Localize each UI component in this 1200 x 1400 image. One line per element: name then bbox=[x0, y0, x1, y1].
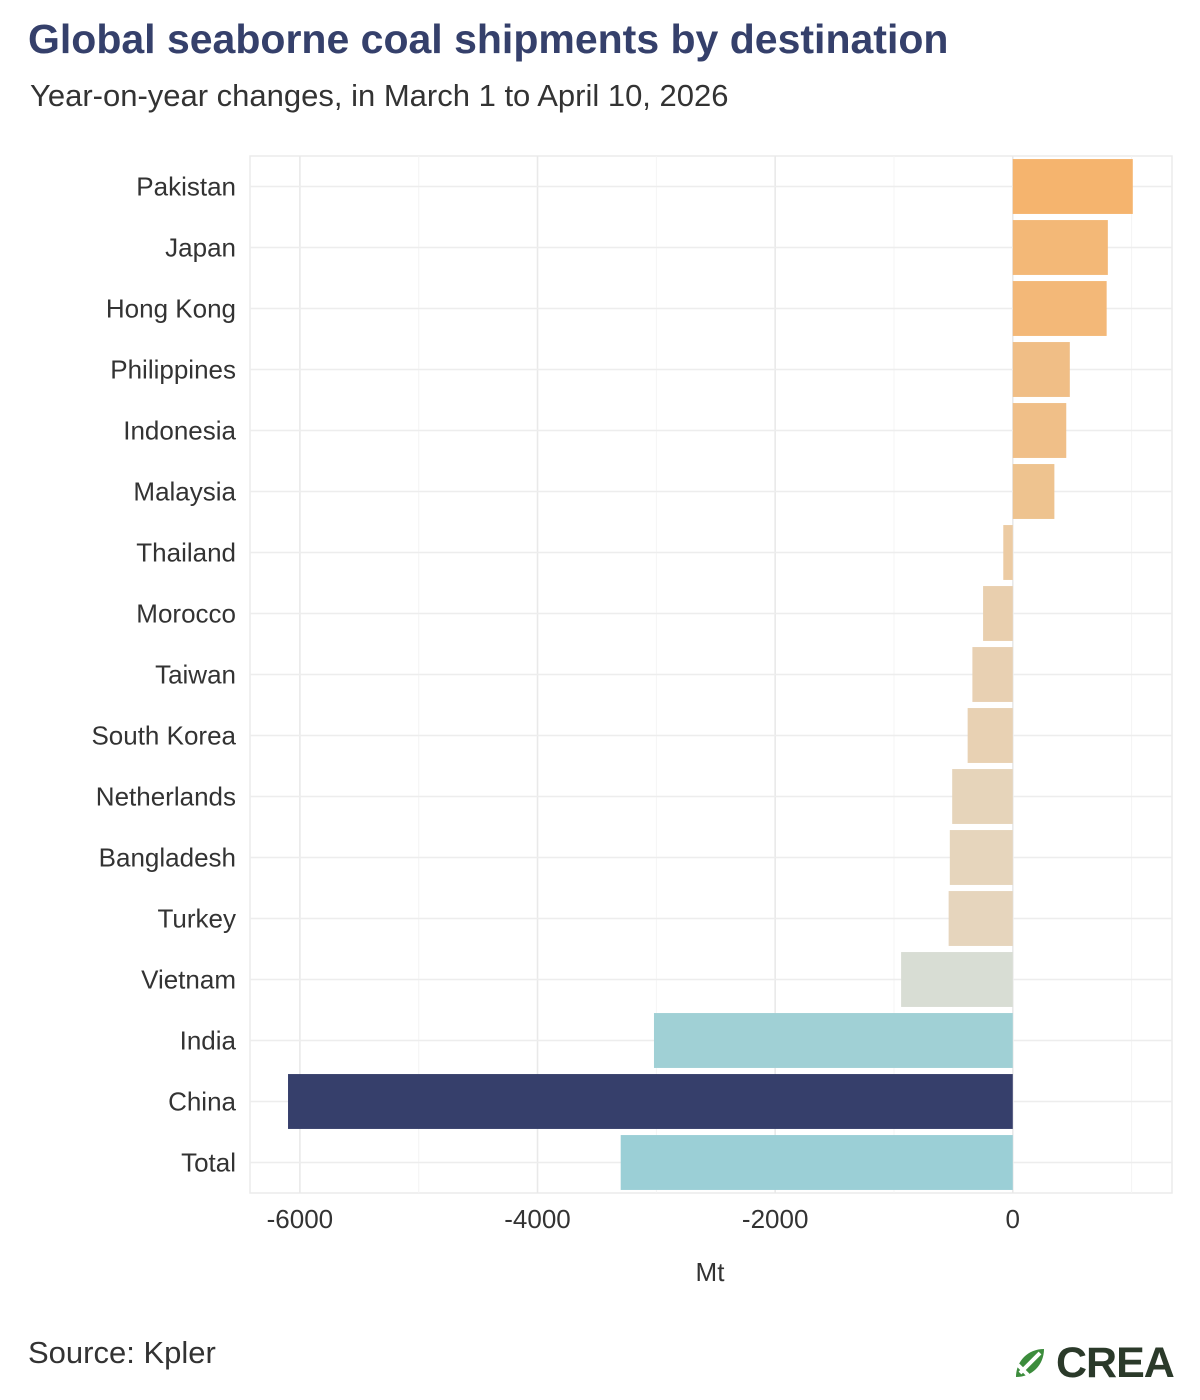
category-label: Bangladesh bbox=[99, 843, 236, 873]
category-labels: Pakistan Japan Hong Kong Philippines Indones… bbox=[91, 172, 236, 1178]
chart-subtitle: Year-on-year changes, in March 1 to Apri… bbox=[30, 78, 729, 113]
category-label: India bbox=[180, 1026, 237, 1056]
bar-taiwan bbox=[972, 647, 1013, 702]
bar-chart: Pakistan Japan Hong Kong Philippines Indones… bbox=[91, 155, 1173, 1287]
x-tick-label: -2000 bbox=[742, 1204, 809, 1234]
category-label: Thailand bbox=[136, 538, 236, 568]
category-label: Philippines bbox=[110, 355, 236, 385]
category-label: Japan bbox=[165, 233, 236, 263]
crea-logo: CREA bbox=[1010, 1337, 1175, 1389]
x-tick-label: -6000 bbox=[267, 1204, 334, 1234]
bar-morocco bbox=[983, 586, 1013, 641]
chart-title: Global seaborne coal shipments by destin… bbox=[28, 16, 949, 62]
bar-netherlands bbox=[952, 769, 1013, 824]
bar-south-korea bbox=[967, 708, 1013, 763]
source-note: Source: Kpler bbox=[28, 1335, 216, 1370]
x-axis-title: Mt bbox=[696, 1257, 726, 1287]
x-axis-ticks: -6000 -4000 -2000 0 bbox=[267, 1204, 1020, 1234]
bar-indonesia bbox=[1012, 403, 1067, 458]
category-label: China bbox=[168, 1087, 236, 1117]
category-label: Taiwan bbox=[155, 660, 236, 690]
category-label: Vietnam bbox=[141, 965, 236, 995]
crea-leaf-icon bbox=[1016, 1349, 1044, 1377]
bar-hong-kong bbox=[1012, 281, 1107, 336]
crea-logo-text: CREA bbox=[1056, 1338, 1175, 1387]
bar-bangladesh bbox=[949, 830, 1013, 885]
bar-pakistan bbox=[1012, 159, 1133, 214]
bar-vietnam bbox=[901, 952, 1013, 1007]
bars bbox=[288, 159, 1133, 1190]
bar-india bbox=[653, 1013, 1013, 1068]
bar-japan bbox=[1012, 220, 1108, 275]
category-label: Indonesia bbox=[123, 416, 236, 446]
bar-thailand bbox=[1003, 525, 1013, 580]
category-label: Pakistan bbox=[136, 172, 236, 202]
category-label: South Korea bbox=[91, 721, 236, 751]
bar-philippines bbox=[1012, 342, 1070, 397]
x-tick-label: -4000 bbox=[504, 1204, 571, 1234]
x-tick-label: 0 bbox=[1006, 1204, 1020, 1234]
category-label: Morocco bbox=[136, 599, 236, 629]
bar-total bbox=[620, 1135, 1013, 1190]
bar-turkey bbox=[948, 891, 1013, 946]
category-label: Hong Kong bbox=[106, 294, 236, 324]
bar-malaysia bbox=[1012, 464, 1055, 519]
category-label: Netherlands bbox=[96, 782, 236, 812]
category-label: Turkey bbox=[158, 904, 237, 934]
bar-china bbox=[288, 1074, 1013, 1129]
category-label: Total bbox=[181, 1148, 236, 1178]
category-label: Malaysia bbox=[133, 477, 236, 507]
